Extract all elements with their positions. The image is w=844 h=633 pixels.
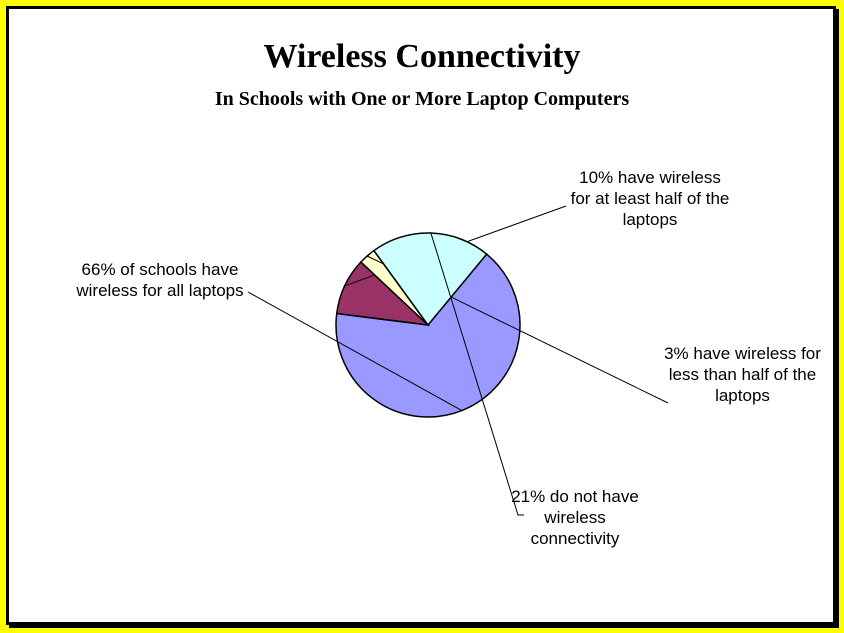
label-at-least-half: 10% have wireless for at least half of t… [570, 168, 730, 229]
label-less-than-half: 3% have wireless for less than half of t… [664, 344, 821, 405]
chart-title: Wireless Connectivity [263, 38, 581, 75]
label-all-laptops: 66% of schools have wireless for all lap… [76, 260, 244, 300]
chart-subtitle: In Schools with One or More Laptop Compu… [214, 88, 630, 110]
label-no-wireless: 21% do not have wireless connectivity [511, 487, 639, 548]
leader-line [430, 232, 524, 516]
leader-line [247, 291, 463, 411]
